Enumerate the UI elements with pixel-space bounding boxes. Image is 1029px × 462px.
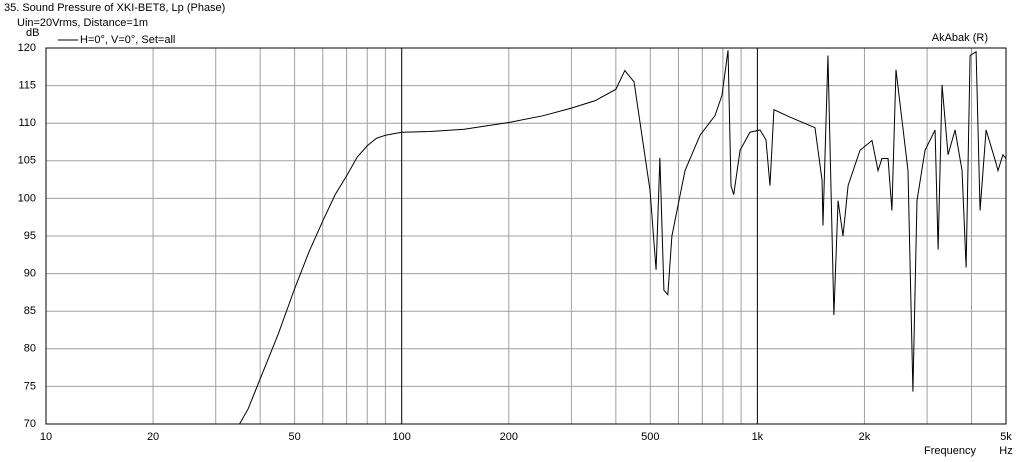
x-tick-label: 5k <box>1000 431 1012 443</box>
x-axis-unit: Hz <box>999 445 1012 457</box>
y-tick-label: 120 <box>18 42 36 54</box>
y-tick-label: 70 <box>24 418 36 430</box>
y-tick-label: 100 <box>18 192 36 204</box>
x-tick-label: 200 <box>500 431 518 443</box>
y-tick-label: 80 <box>24 343 36 355</box>
x-tick-label: 500 <box>641 431 659 443</box>
series-line <box>46 50 1007 425</box>
legend-label: H=0°, V=0°, Set=all <box>80 34 175 46</box>
y-tick-label: 85 <box>24 305 36 317</box>
x-tick-label: 1k <box>752 431 764 443</box>
y-tick-label: 75 <box>24 380 36 392</box>
y-tick-label: 90 <box>24 268 36 280</box>
y-tick-label: 115 <box>18 80 36 92</box>
chart-subtitle: Uin=20Vrms, Distance=1m <box>17 17 148 29</box>
chart-title: 35. Sound Pressure of XKI-BET8, Lp (Phas… <box>4 2 225 14</box>
y-tick-label: 110 <box>18 117 36 129</box>
x-tick-label: 100 <box>393 431 411 443</box>
y-tick-label: 105 <box>18 155 36 167</box>
x-axis-label: Frequency <box>924 445 976 457</box>
y-tick-label: 95 <box>24 230 36 242</box>
x-tick-label: 50 <box>288 431 300 443</box>
plot-frame <box>45 47 1007 425</box>
watermark: AkAbak (R) <box>932 32 988 44</box>
x-tick-label: 20 <box>147 431 159 443</box>
y-axis-label: dB <box>26 27 39 39</box>
x-tick-label: 2k <box>859 431 871 443</box>
x-tick-label: 10 <box>40 431 52 443</box>
